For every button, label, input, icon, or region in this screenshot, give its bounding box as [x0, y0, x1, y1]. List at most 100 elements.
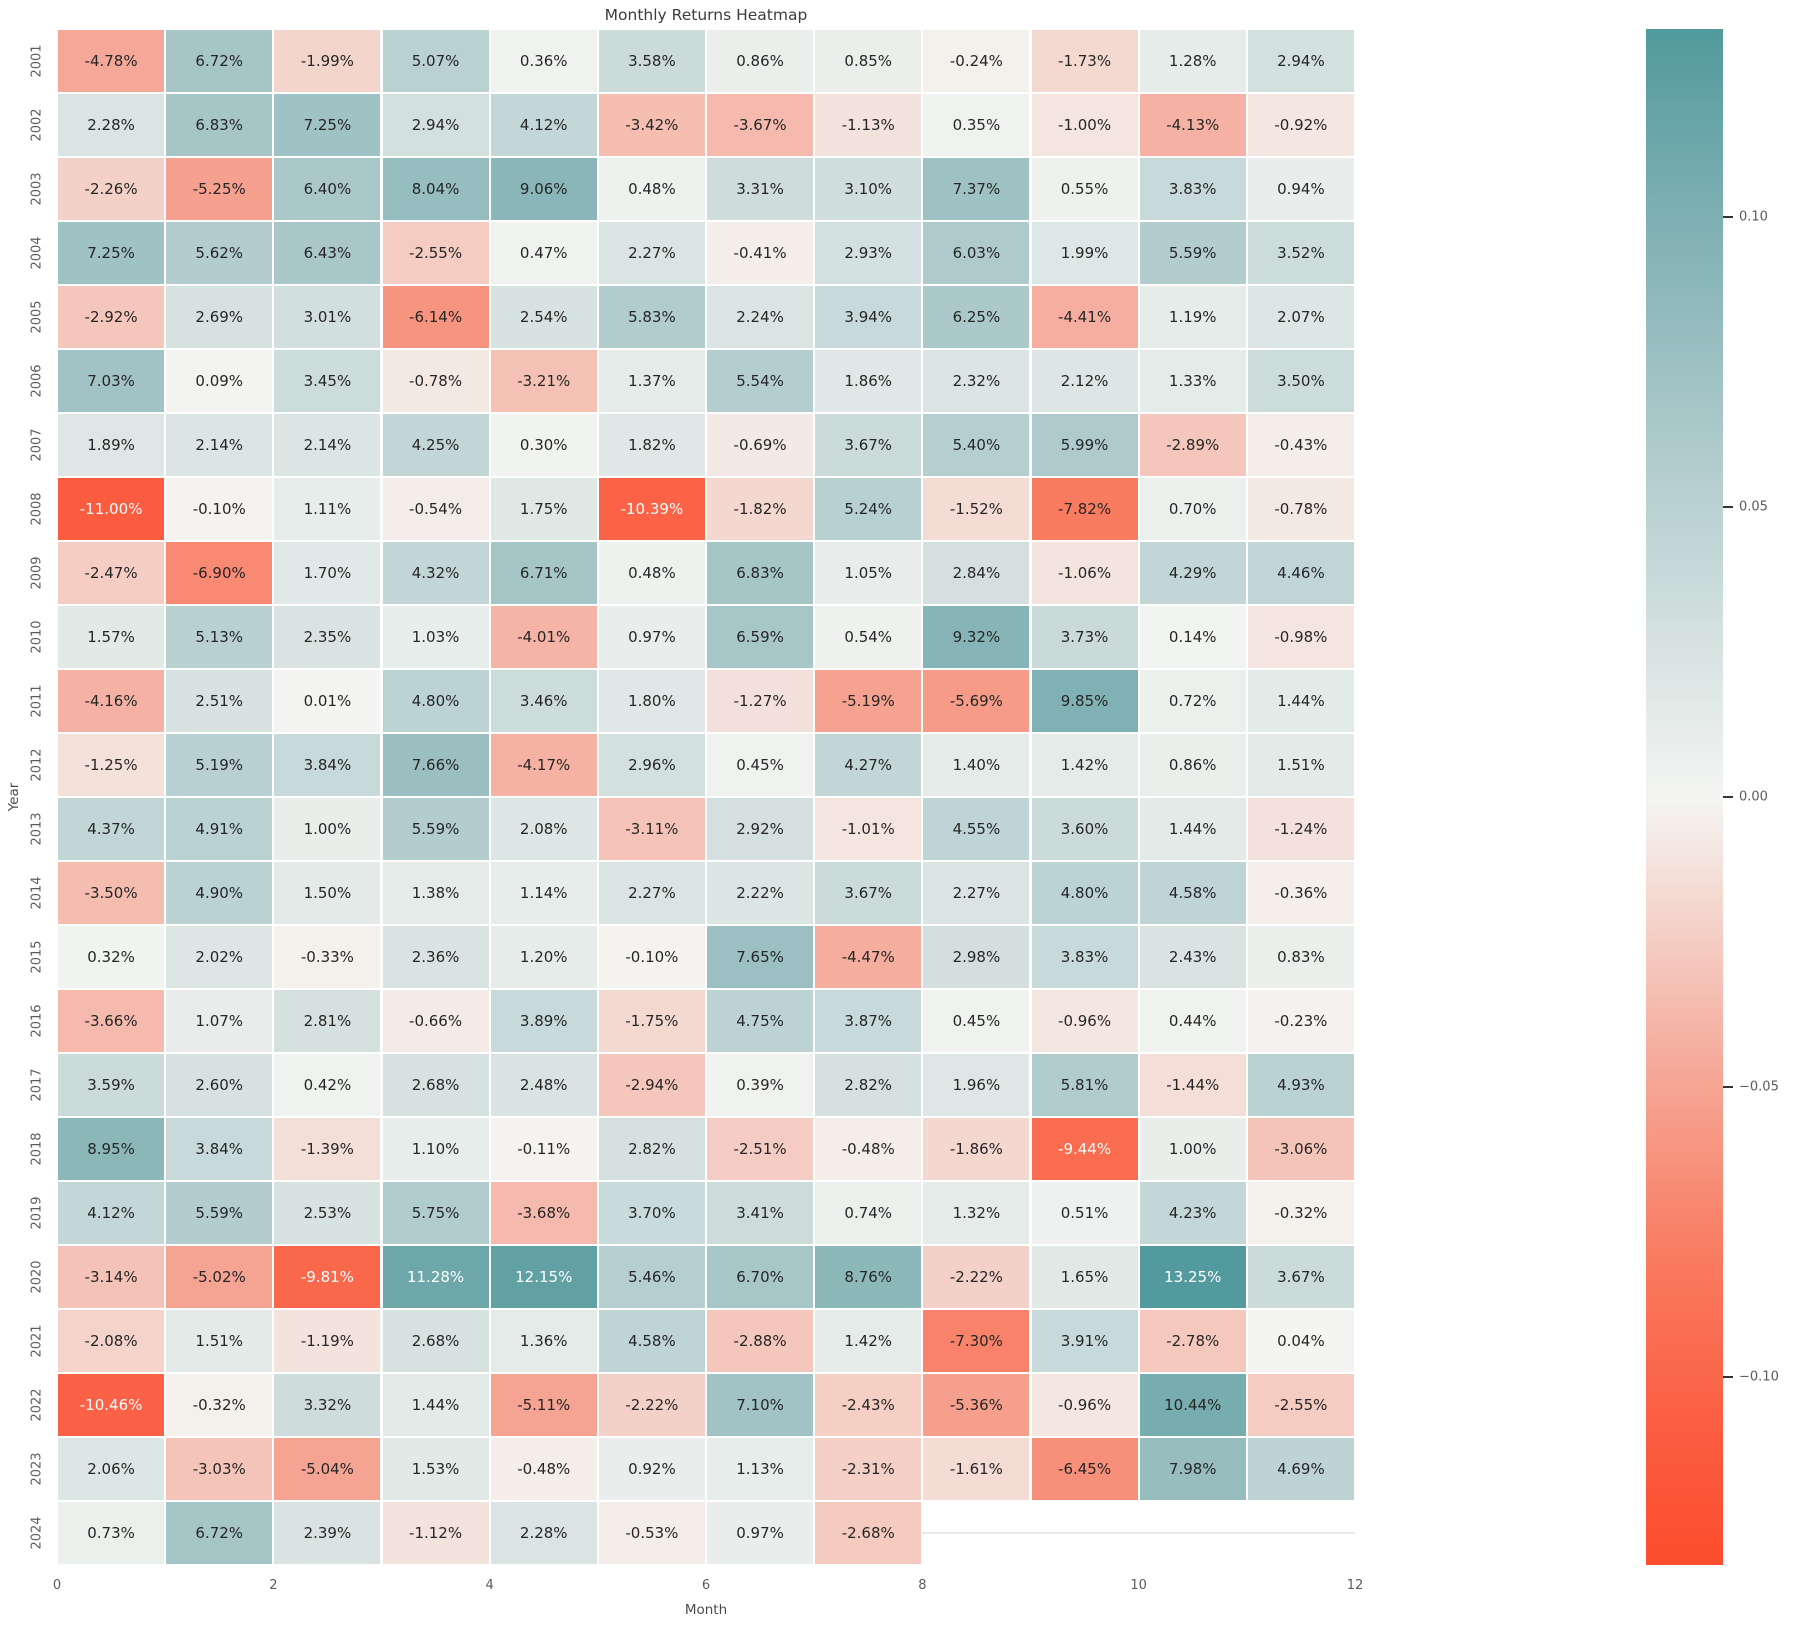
- colorbar-tick-label: 0.00: [1739, 789, 1768, 805]
- heatmap-cell: -2.94%: [598, 1054, 705, 1116]
- heatmap-cell: 2.39%: [274, 1502, 381, 1564]
- heatmap-cell: -3.50%: [58, 862, 165, 924]
- heatmap-cell: 1.75%: [490, 478, 597, 540]
- heatmap-cell: -2.92%: [58, 286, 165, 348]
- heatmap-cell: 1.00%: [274, 798, 381, 860]
- heatmap-cell: 2.69%: [166, 286, 273, 348]
- y-tick-label: 2012: [29, 748, 45, 782]
- heatmap-cell: 7.10%: [707, 1374, 814, 1436]
- y-tick-label: 2018: [29, 1132, 45, 1166]
- heatmap-cell: -1.39%: [274, 1118, 381, 1180]
- heatmap-cell: 7.25%: [58, 222, 165, 284]
- heatmap-cell: 2.06%: [58, 1438, 165, 1500]
- heatmap-cell: 0.44%: [1139, 990, 1246, 1052]
- heatmap-cell: -0.48%: [490, 1438, 597, 1500]
- heatmap-cell: 3.84%: [166, 1118, 273, 1180]
- heatmap-cell: 7.25%: [274, 94, 381, 156]
- heatmap-cell: 6.40%: [274, 158, 381, 220]
- y-tick-label: 2007: [29, 428, 45, 462]
- colorbar-tick-label: 0.10: [1739, 209, 1768, 225]
- heatmap-cell: -5.69%: [923, 670, 1030, 732]
- heatmap-cell: 3.41%: [707, 1182, 814, 1244]
- heatmap-cell: 0.73%: [58, 1502, 165, 1564]
- heatmap-cell: 3.70%: [598, 1182, 705, 1244]
- heatmap-cell: 4.91%: [166, 798, 273, 860]
- heatmap-cell: 0.86%: [1139, 734, 1246, 796]
- heatmap-cell: -3.68%: [490, 1182, 597, 1244]
- heatmap-cell: 1.96%: [923, 1054, 1030, 1116]
- heatmap-cell: 2.82%: [815, 1054, 922, 1116]
- y-tick-label: 2011: [29, 684, 45, 718]
- heatmap-cell: 1.70%: [274, 542, 381, 604]
- heatmap-cell: 0.72%: [1139, 670, 1246, 732]
- heatmap-cell: 3.84%: [274, 734, 381, 796]
- y-tick-label: 2009: [29, 556, 45, 590]
- x-tick-label: 6: [701, 1578, 711, 1593]
- y-tick-label: 2019: [29, 1196, 45, 1230]
- heatmap-cell: -2.55%: [382, 222, 489, 284]
- y-tick-label: 2021: [29, 1324, 45, 1358]
- heatmap-cell: 5.13%: [166, 606, 273, 668]
- heatmap-cell: -3.06%: [1247, 1118, 1354, 1180]
- heatmap-cell: 0.97%: [598, 606, 705, 668]
- heatmap-cell: 2.14%: [274, 414, 381, 476]
- y-tick-label: 2014: [29, 876, 45, 910]
- heatmap-cell: 9.32%: [923, 606, 1030, 668]
- heatmap-cell: 5.62%: [166, 222, 273, 284]
- heatmap-cell: 2.54%: [490, 286, 597, 348]
- heatmap-cell: 5.54%: [707, 350, 814, 412]
- heatmap-cell: -0.10%: [166, 478, 273, 540]
- heatmap-cell: 6.25%: [923, 286, 1030, 348]
- colorbar-tick-label: −0.10: [1739, 1369, 1779, 1385]
- heatmap-cell: 2.82%: [598, 1118, 705, 1180]
- heatmap-cell: 4.32%: [382, 542, 489, 604]
- heatmap-cell: 1.65%: [1031, 1246, 1138, 1308]
- heatmap-cell: 0.85%: [815, 30, 922, 92]
- heatmap-cell: 1.33%: [1139, 350, 1246, 412]
- heatmap-cell: -1.73%: [1031, 30, 1138, 92]
- heatmap-cell: 0.42%: [274, 1054, 381, 1116]
- heatmap-cell: 2.36%: [382, 926, 489, 988]
- heatmap-cell: 4.80%: [1031, 862, 1138, 924]
- heatmap-cell: 1.20%: [490, 926, 597, 988]
- heatmap-cell: 2.84%: [923, 542, 1030, 604]
- heatmap-cell: 0.45%: [707, 734, 814, 796]
- heatmap-cell: 4.23%: [1139, 1182, 1246, 1244]
- heatmap-cell: 8.95%: [58, 1118, 165, 1180]
- heatmap-cell: 0.48%: [598, 158, 705, 220]
- heatmap-cell: 2.28%: [490, 1502, 597, 1564]
- heatmap-cell: 6.03%: [923, 222, 1030, 284]
- heatmap-cell: -1.13%: [815, 94, 922, 156]
- heatmap-cell: 5.75%: [382, 1182, 489, 1244]
- heatmap-cell: 2.08%: [490, 798, 597, 860]
- y-tick-label: 2005: [29, 300, 45, 334]
- heatmap-cell: 0.39%: [707, 1054, 814, 1116]
- heatmap-cell: -9.44%: [1031, 1118, 1138, 1180]
- heatmap-cell: 1.13%: [707, 1438, 814, 1500]
- heatmap-cell: -4.16%: [58, 670, 165, 732]
- heatmap-cell: 4.93%: [1247, 1054, 1354, 1116]
- heatmap-cell: -1.00%: [1031, 94, 1138, 156]
- heatmap-cell: 5.59%: [1139, 222, 1246, 284]
- heatmap-cell: 12.15%: [490, 1246, 597, 1308]
- heatmap-cell: -0.24%: [923, 30, 1030, 92]
- heatmap-cell: 4.27%: [815, 734, 922, 796]
- heatmap-cell: -1.25%: [58, 734, 165, 796]
- heatmap-cell: 0.48%: [598, 542, 705, 604]
- y-tick-label: 2017: [29, 1068, 45, 1102]
- heatmap-cell: -4.47%: [815, 926, 922, 988]
- heatmap-cell: 2.27%: [598, 862, 705, 924]
- heatmap-cell: -0.36%: [1247, 862, 1354, 924]
- heatmap-cell: 2.07%: [1247, 286, 1354, 348]
- heatmap-cell: 5.59%: [382, 798, 489, 860]
- heatmap-cell: 3.91%: [1031, 1310, 1138, 1372]
- heatmap-cell: 0.55%: [1031, 158, 1138, 220]
- heatmap-cell: 1.03%: [382, 606, 489, 668]
- x-tick-label: 2: [269, 1578, 278, 1593]
- heatmap-cell: -2.78%: [1139, 1310, 1246, 1372]
- heatmap-cell: 4.29%: [1139, 542, 1246, 604]
- heatmap-cell: 4.58%: [1139, 862, 1246, 924]
- x-tick-label: 8: [918, 1578, 927, 1593]
- heatmap-cell: 0.32%: [58, 926, 165, 988]
- heatmap-cell: -2.43%: [815, 1374, 922, 1436]
